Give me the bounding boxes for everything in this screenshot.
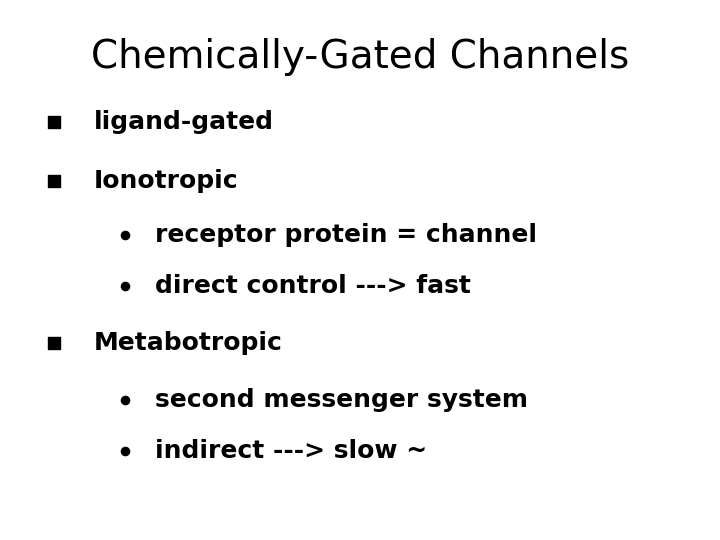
Text: second messenger system: second messenger system [155,388,528,411]
Point [119,231,130,239]
Text: receptor protein = channel: receptor protein = channel [155,223,537,247]
Text: Chemically-Gated Channels: Chemically-Gated Channels [91,38,629,76]
Point [48,117,60,126]
Point [119,282,130,291]
Text: ligand-gated: ligand-gated [94,110,274,133]
Text: direct control ---> fast: direct control ---> fast [155,274,471,298]
Point [48,177,60,185]
Point [119,395,130,404]
Text: Metabotropic: Metabotropic [94,331,282,355]
Text: Ionotropic: Ionotropic [94,169,238,193]
Point [48,339,60,347]
Text: indirect ---> slow ~: indirect ---> slow ~ [155,439,427,463]
Point [119,447,130,455]
